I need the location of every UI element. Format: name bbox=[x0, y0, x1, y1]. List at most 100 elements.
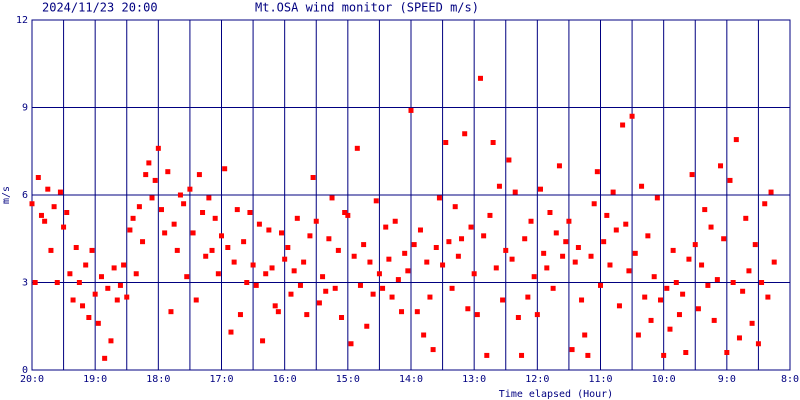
point bbox=[490, 140, 496, 145]
point bbox=[339, 315, 345, 320]
point bbox=[708, 224, 714, 230]
point bbox=[771, 259, 777, 265]
point bbox=[231, 259, 237, 265]
x-tick-label: 13:0 bbox=[462, 374, 486, 385]
point bbox=[553, 230, 559, 236]
point bbox=[613, 227, 619, 233]
point bbox=[244, 280, 250, 285]
point bbox=[45, 186, 51, 192]
point bbox=[544, 265, 550, 271]
point bbox=[436, 195, 442, 201]
point bbox=[443, 140, 449, 145]
chart-subtitle: 2024/11/23 20:00 bbox=[42, 1, 158, 15]
x-tick-label: 11:0 bbox=[588, 374, 612, 385]
x-tick-label: 16:0 bbox=[273, 374, 297, 385]
point bbox=[196, 172, 202, 178]
point bbox=[222, 166, 228, 172]
point bbox=[673, 280, 679, 285]
y-axis-label: m/s bbox=[1, 186, 12, 204]
point bbox=[342, 210, 348, 215]
point bbox=[282, 256, 288, 262]
x-tick-label: 12:0 bbox=[525, 374, 549, 385]
point bbox=[42, 218, 48, 224]
point bbox=[200, 210, 206, 215]
point bbox=[279, 230, 285, 236]
point bbox=[695, 306, 701, 312]
point bbox=[386, 256, 392, 262]
point bbox=[83, 262, 89, 268]
point bbox=[155, 145, 161, 151]
point bbox=[89, 247, 95, 253]
point bbox=[632, 250, 638, 256]
point bbox=[421, 332, 427, 338]
point bbox=[601, 239, 607, 245]
point bbox=[329, 195, 335, 201]
point bbox=[572, 259, 578, 265]
point bbox=[228, 329, 234, 335]
point bbox=[620, 122, 626, 128]
point bbox=[417, 227, 423, 233]
point bbox=[484, 352, 490, 358]
point bbox=[635, 332, 641, 338]
point bbox=[411, 242, 417, 248]
point bbox=[67, 271, 73, 277]
x-tick-label: 20:0 bbox=[20, 374, 44, 385]
point bbox=[528, 218, 534, 224]
point bbox=[121, 262, 127, 268]
point bbox=[493, 265, 499, 271]
point bbox=[102, 355, 108, 361]
point bbox=[585, 352, 591, 358]
point bbox=[70, 297, 76, 303]
point bbox=[127, 227, 133, 233]
point bbox=[57, 189, 63, 195]
point bbox=[51, 204, 57, 210]
point bbox=[250, 262, 256, 268]
point bbox=[556, 163, 562, 169]
y-tick-label: 3 bbox=[22, 278, 28, 289]
point bbox=[108, 338, 114, 344]
point bbox=[174, 247, 180, 253]
point bbox=[35, 175, 41, 180]
point bbox=[424, 259, 430, 265]
point bbox=[452, 204, 458, 210]
point bbox=[320, 274, 326, 280]
x-tick-label: 14:0 bbox=[399, 374, 423, 385]
point bbox=[146, 160, 152, 166]
x-tick-label: 18:0 bbox=[146, 374, 170, 385]
point bbox=[496, 183, 502, 189]
point bbox=[177, 192, 183, 198]
point bbox=[209, 247, 215, 253]
point bbox=[604, 212, 610, 218]
point bbox=[38, 212, 44, 218]
point bbox=[487, 212, 493, 218]
point bbox=[537, 186, 543, 192]
point bbox=[474, 312, 480, 318]
point bbox=[32, 280, 38, 285]
point bbox=[130, 215, 136, 221]
point bbox=[522, 236, 528, 242]
point bbox=[582, 332, 588, 338]
point bbox=[260, 338, 266, 344]
point bbox=[525, 294, 531, 300]
point bbox=[579, 297, 585, 303]
x-tick-label: 15:0 bbox=[336, 374, 360, 385]
point bbox=[594, 169, 600, 175]
point bbox=[181, 201, 187, 207]
point bbox=[714, 277, 720, 283]
point bbox=[307, 233, 313, 239]
point bbox=[136, 204, 142, 210]
point bbox=[752, 242, 758, 248]
point bbox=[616, 303, 622, 309]
point bbox=[219, 233, 224, 239]
point bbox=[500, 297, 506, 303]
x-axis-label: Time elapsed (Hour) bbox=[499, 389, 613, 400]
point bbox=[519, 352, 525, 358]
point bbox=[468, 224, 474, 230]
point bbox=[304, 312, 310, 318]
point bbox=[560, 253, 566, 259]
point bbox=[184, 274, 190, 280]
point bbox=[683, 350, 689, 355]
point bbox=[117, 282, 123, 288]
